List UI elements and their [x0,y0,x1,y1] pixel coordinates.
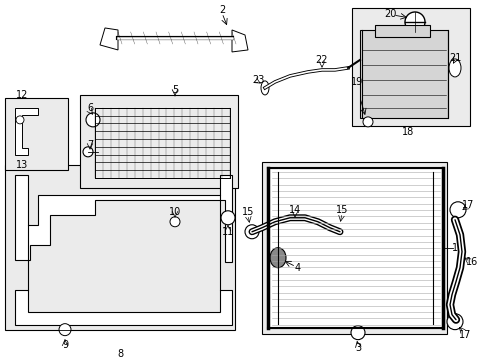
Circle shape [16,116,24,124]
Text: 9: 9 [62,339,68,350]
Text: 17: 17 [458,330,470,339]
Circle shape [350,326,364,339]
Circle shape [221,211,235,225]
Text: 13: 13 [16,160,28,170]
Circle shape [170,217,180,227]
Text: 7: 7 [87,140,93,150]
Polygon shape [100,28,118,50]
Circle shape [404,12,424,32]
Text: 15: 15 [242,207,254,217]
Polygon shape [15,108,38,155]
Polygon shape [231,30,247,52]
Text: 20: 20 [383,9,395,19]
Text: 18: 18 [401,127,413,137]
Circle shape [332,225,346,239]
Text: 3: 3 [354,343,360,353]
Text: 4: 4 [294,263,301,273]
Text: 23: 23 [251,75,264,85]
Circle shape [59,324,71,336]
Text: 19: 19 [350,77,363,87]
Bar [5,165,235,330]
Bar [267,168,442,328]
Circle shape [446,314,462,330]
Text: 10: 10 [168,207,181,217]
Bar [5,98,68,170]
Circle shape [362,117,372,127]
Text: 22: 22 [315,55,327,65]
Text: 16: 16 [465,257,477,267]
Polygon shape [15,290,231,325]
Text: 12: 12 [16,90,28,100]
Text: 14: 14 [288,205,301,215]
Text: 5: 5 [171,85,178,95]
Ellipse shape [261,81,268,95]
Text: 1: 1 [451,243,457,253]
Circle shape [86,113,100,127]
Text: 17: 17 [461,200,473,210]
Bar [262,162,446,334]
Ellipse shape [448,59,460,77]
Bar [374,25,429,37]
Bar [351,8,469,126]
Text: 11: 11 [222,227,234,237]
Bar [80,95,238,188]
Bar [359,30,447,118]
Text: 15: 15 [335,205,347,215]
Text: 6: 6 [87,103,93,113]
Text: 8: 8 [117,348,123,359]
Polygon shape [15,175,231,262]
Text: 2: 2 [219,5,224,15]
Ellipse shape [269,248,285,268]
Text: 21: 21 [448,53,460,63]
Circle shape [244,225,259,239]
Circle shape [83,147,93,157]
Circle shape [449,202,465,218]
